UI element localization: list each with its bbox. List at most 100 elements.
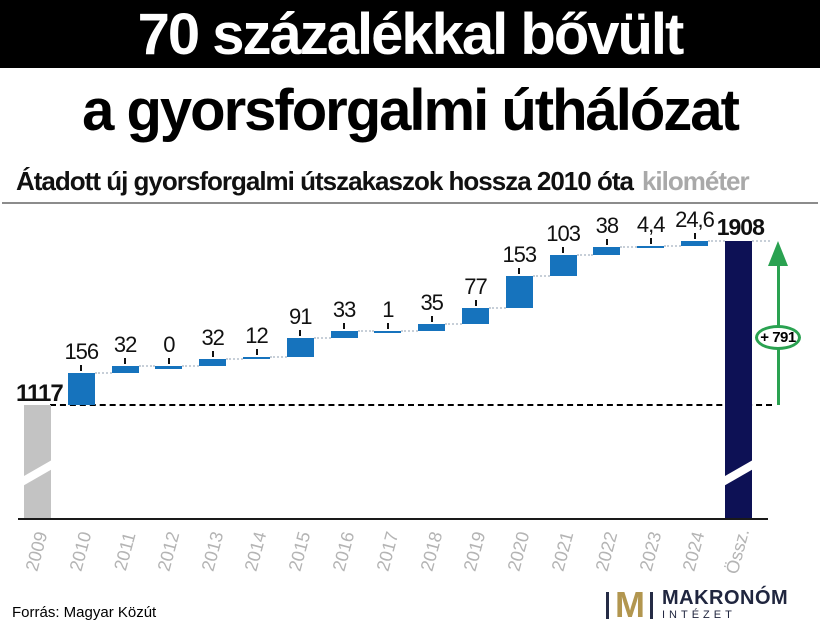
x-tick-label-2011: 2011	[109, 529, 140, 573]
bar-value-2023: 4,4	[636, 211, 666, 237]
x-tick-label-2018: 2018	[416, 528, 447, 573]
logo-subname: INTÉZET	[662, 609, 736, 621]
step-connector-2010	[94, 371, 112, 374]
x-tick-label-2019: 2019	[460, 528, 490, 573]
bar-tick-2010	[80, 364, 83, 371]
x-tick-label-2024: 2024	[679, 528, 709, 573]
step-connector-2012	[182, 365, 200, 368]
x-tick-2009: 2009	[15, 524, 61, 578]
step-connector-2021	[576, 253, 594, 256]
bar-tick-2018	[430, 315, 433, 322]
bar-value-2019: 77	[464, 273, 487, 299]
x-tick-2020: 2020	[496, 524, 542, 578]
step-connector-2022	[620, 245, 638, 248]
logo-name: MAKRONÓM	[662, 587, 789, 609]
bar-tick-2011	[124, 358, 127, 365]
x-tick-label-2023: 2023	[635, 528, 666, 573]
logo-m-icon: M	[615, 584, 645, 625]
waterfall-chart: 1117 2009 156 2010 32 2011 0 2012 32 2013 12 2014 91…	[0, 206, 820, 585]
bar-2010	[67, 372, 95, 405]
bar-value-2013: 32	[201, 325, 224, 351]
logo-right-bar-icon	[650, 591, 653, 619]
step-connector-2017	[401, 329, 419, 332]
bar-value-2018: 35	[420, 289, 443, 315]
bar-tick-2022	[605, 238, 608, 245]
x-tick-2016: 2016	[321, 524, 367, 578]
bar-2009	[24, 405, 51, 518]
x-tick-2022: 2022	[584, 524, 630, 578]
bar-2024	[681, 240, 708, 246]
axis-break-Össz.	[724, 457, 752, 487]
bar-tick-2013	[211, 351, 214, 358]
step-connector-2019	[489, 306, 506, 309]
bar-value-2024: 24,6	[675, 206, 715, 232]
x-tick-label-2020: 2020	[503, 528, 534, 573]
bar-tick-2017	[386, 322, 389, 329]
bar-value-2010: 156	[64, 338, 99, 364]
bar-value-2015: 91	[289, 304, 312, 330]
bar-tick-2024	[693, 232, 696, 239]
x-tick-2023: 2023	[628, 524, 674, 578]
step-connector-2014	[270, 355, 287, 358]
x-tick-2024: 2024	[672, 524, 718, 578]
makronom-logo: M MAKRONÓM INTÉZET	[606, 584, 816, 626]
source-caption: Forrás: Magyar Közút	[12, 604, 157, 621]
step-connector-2020	[532, 275, 550, 278]
title-band: 70 százalékkal bővült	[0, 0, 820, 68]
bar-2015	[286, 338, 314, 357]
bar-tick-2021	[562, 246, 565, 253]
bar-value-2016: 33	[332, 297, 356, 323]
x-tick-2011: 2011	[102, 524, 148, 578]
logo-text: MAKRONÓM INTÉZET	[662, 587, 789, 621]
x-tick-2013: 2013	[190, 524, 236, 578]
bar-2016	[330, 331, 358, 339]
bar-2021	[549, 254, 577, 277]
step-connector-2011	[138, 365, 156, 368]
bar-value-2017: 1	[382, 296, 394, 322]
bar-Össz.	[724, 241, 752, 518]
title-line2-wrap: a gyorsforgalmi úthálózat	[0, 68, 820, 152]
x-tick-label-2016: 2016	[328, 528, 359, 573]
delta-badge: + 791	[755, 325, 801, 350]
bar-tick-2016	[343, 323, 346, 330]
subtitle-unit: kilométer	[641, 165, 750, 196]
page-title-line2: a gyorsforgalmi úthálózat	[82, 77, 740, 143]
total-to-arrow-connector	[752, 240, 770, 243]
bar-value-2014: 12	[245, 322, 268, 348]
bar-value-2021: 103	[546, 220, 581, 246]
x-tick-label-2010: 2010	[65, 528, 96, 573]
bar-value-2011: 32	[113, 332, 137, 358]
page-title-line1: 70 százalékkal bővült	[137, 1, 685, 67]
x-axis-line	[18, 518, 768, 520]
bar-value-2022: 38	[595, 212, 619, 238]
bar-tick-2015	[299, 330, 302, 337]
x-tick-label-2022: 2022	[591, 528, 622, 573]
logo-left-bar-icon	[606, 591, 609, 619]
x-tick-2021: 2021	[540, 524, 586, 578]
bar-2020	[505, 276, 533, 308]
bar-2014	[243, 356, 270, 360]
bar-2012	[155, 366, 183, 369]
step-connector-2018	[445, 322, 462, 325]
bar-2013	[199, 359, 227, 367]
x-tick-2010: 2010	[58, 524, 104, 578]
step-connector-2016	[357, 330, 375, 333]
x-tick-2012: 2012	[146, 524, 192, 578]
bar-2023	[637, 245, 665, 249]
bar-2018	[418, 323, 446, 331]
x-tick-label-2021: 2021	[547, 528, 578, 573]
step-connector-2013	[226, 358, 243, 361]
x-tick-Össz.: Össz.	[715, 524, 761, 578]
base-level-dashed-line	[50, 404, 772, 406]
bar-tick-2020	[518, 268, 521, 275]
bar-tick-2014	[255, 348, 258, 355]
bar-tick-2012	[167, 358, 170, 365]
x-tick-label-2014: 2014	[241, 528, 271, 573]
x-tick-label-2013: 2013	[197, 528, 228, 573]
x-tick-label-Össz.: Össz.	[722, 526, 754, 576]
step-connector-2024	[708, 239, 725, 242]
x-tick-2014: 2014	[234, 524, 280, 578]
bar-tick-2019	[474, 299, 477, 306]
growth-arrow-head-icon	[768, 241, 788, 266]
